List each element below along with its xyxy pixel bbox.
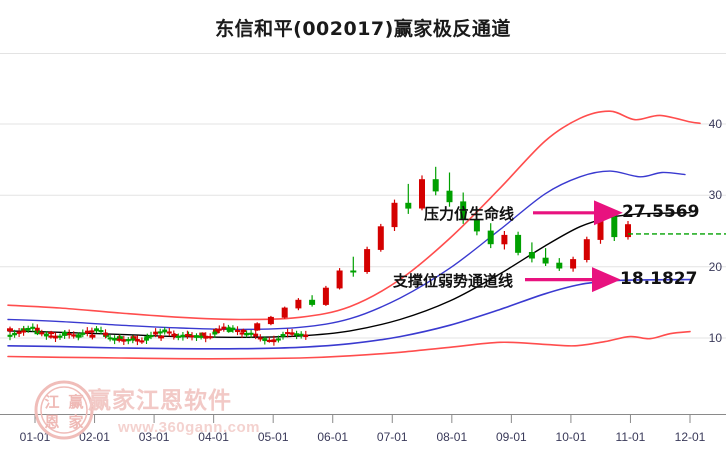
x-axis-tick-label: 11-01: [615, 430, 646, 444]
x-axis-tick-label: 04-01: [198, 430, 229, 444]
support-line-label: 支撑位弱势通道线: [393, 271, 514, 290]
pressure-line-label: 压力位生命线: [424, 204, 515, 223]
support-line-value: 18.1827: [620, 268, 698, 289]
x-axis-tick-label: 02-01: [79, 430, 110, 444]
price-chart-svg: [0, 53, 726, 360]
y-axis-tick-label: 20: [708, 259, 722, 274]
x-axis: 01-01 02-01 03-01 04-01 05-01 06-01 07-01 08-01…: [0, 414, 726, 450]
y-axis-tick-label: 30: [708, 188, 722, 203]
x-axis-tick-label: 01-01: [19, 430, 51, 444]
x-axis-tick-label: 08-01: [436, 430, 468, 444]
x-axis-tick-label: 07-01: [376, 430, 408, 444]
x-axis-tick-label: 12-01: [674, 430, 706, 444]
x-axis-tick-label: 05-01: [257, 430, 289, 444]
y-axis-tick-label: 10: [708, 331, 722, 345]
x-axis-tick-label: 03-01: [138, 430, 170, 444]
page-title: 东信和平(002017)赢家极反通道: [215, 18, 511, 40]
plot-area: [0, 53, 726, 414]
x-axis-tick-label: 09-01: [496, 430, 527, 444]
pressure-line-value: 27.5569: [622, 201, 700, 222]
y-axis-tick-label: 40: [708, 117, 722, 131]
x-axis-tick-label: 10-01: [555, 430, 587, 444]
x-axis-tick-label: 06-01: [317, 430, 349, 444]
